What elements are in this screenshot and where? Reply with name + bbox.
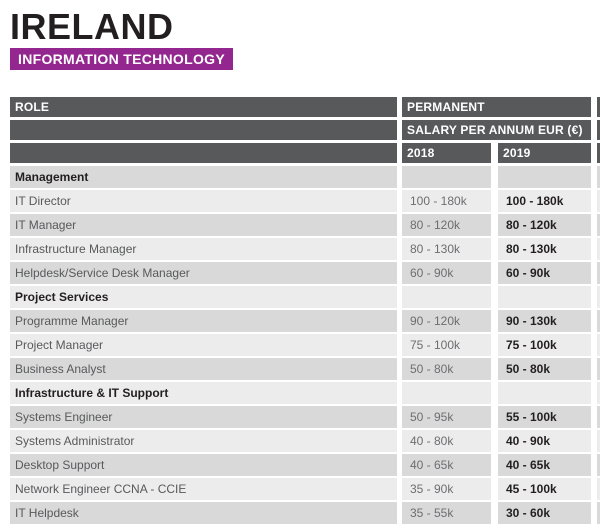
table-row: IT Helpdesk 35 - 55k 30 - 60k [10, 502, 600, 524]
role-cell: IT Director [10, 190, 397, 212]
salary-2019-cell [498, 382, 591, 404]
next-column-row-sliver [597, 382, 600, 404]
role-column-header: ROLE [10, 97, 397, 117]
salary-2019-cell: 50 - 80k [498, 358, 591, 380]
salary-2019-cell: 40 - 90k [498, 430, 591, 452]
salary-2019-cell: 45 - 100k [498, 478, 591, 500]
role-cell: Project Manager [10, 334, 397, 356]
next-column-row-sliver [597, 478, 600, 500]
next-column-row-sliver [597, 214, 600, 236]
role-cell: IT Manager [10, 214, 397, 236]
role-cell: Programme Manager [10, 310, 397, 332]
table-row: Programme Manager 90 - 120k 90 - 130k [10, 310, 600, 332]
salary-2018-cell: 60 - 90k [402, 262, 491, 284]
table-row: Business Analyst 50 - 80k 50 - 80k [10, 358, 600, 380]
next-column-row-sliver [597, 334, 600, 356]
table-header-row-group: ROLE PERMANENT [10, 97, 600, 117]
role-cell: Helpdesk/Service Desk Manager [10, 262, 397, 284]
next-column-row-sliver [597, 430, 600, 452]
table-row: Helpdesk/Service Desk Manager 60 - 90k 6… [10, 262, 600, 284]
salary-2019-cell: 90 - 130k [498, 310, 591, 332]
table-row: Infrastructure & IT Support [10, 382, 600, 404]
salary-2018-cell: 75 - 100k [402, 334, 491, 356]
table-row: Systems Administrator 40 - 80k 40 - 90k [10, 430, 600, 452]
salary-2019-cell: 80 - 120k [498, 214, 591, 236]
role-cell: Project Services [10, 286, 397, 308]
salary-2018-cell [402, 166, 491, 188]
next-column-row-sliver [597, 190, 600, 212]
next-column-header-sliver [597, 97, 600, 117]
salary-2018-cell: 50 - 80k [402, 358, 491, 380]
table-row: Project Manager 75 - 100k 75 - 100k [10, 334, 600, 356]
salary-2018-cell: 35 - 90k [402, 478, 491, 500]
next-column-header-sliver [597, 143, 600, 163]
role-cell: Business Analyst [10, 358, 397, 380]
sector-banner: INFORMATION TECHNOLOGY [10, 48, 233, 70]
table-row: Management [10, 166, 600, 188]
salary-2019-cell: 100 - 180k [498, 190, 591, 212]
next-column-row-sliver [597, 406, 600, 428]
table-row: Desktop Support 40 - 65k 40 - 65k [10, 454, 600, 476]
role-cell: Infrastructure Manager [10, 238, 397, 260]
salary-2019-cell: 75 - 100k [498, 334, 591, 356]
salary-2018-cell [402, 382, 491, 404]
table-row: Infrastructure Manager 80 - 130k 80 - 13… [10, 238, 600, 260]
role-column-header-spacer [10, 143, 397, 163]
salary-table: ROLE PERMANENT SALARY PER ANNUM EUR (€) … [10, 97, 600, 526]
table-row: IT Manager 80 - 120k 80 - 120k [10, 214, 600, 236]
salary-2019-cell: 40 - 65k [498, 454, 591, 476]
role-cell: Network Engineer CCNA - CCIE [10, 478, 397, 500]
table-header-row-years: 2018 2019 [10, 143, 600, 163]
next-column-row-sliver [597, 310, 600, 332]
next-column-row-sliver [597, 502, 600, 524]
next-column-row-sliver [597, 262, 600, 284]
salary-2019-cell: 30 - 60k [498, 502, 591, 524]
role-cell: IT Helpdesk [10, 502, 397, 524]
next-column-row-sliver [597, 166, 600, 188]
salary-2018-cell [402, 286, 491, 308]
role-column-header-spacer [10, 120, 397, 140]
permanent-column-header: PERMANENT [402, 97, 591, 117]
table-row: Systems Engineer 50 - 95k 55 - 100k [10, 406, 600, 428]
salary-2019-cell: 60 - 90k [498, 262, 591, 284]
table-row: IT Director 100 - 180k 100 - 180k [10, 190, 600, 212]
salary-2018-cell: 40 - 65k [402, 454, 491, 476]
role-cell: Management [10, 166, 397, 188]
salary-subtitle-header: SALARY PER ANNUM EUR (€) [402, 120, 591, 140]
table-header-row-subtitle: SALARY PER ANNUM EUR (€) [10, 120, 600, 140]
page-title: IRELAND [10, 6, 174, 47]
next-column-row-sliver [597, 286, 600, 308]
salary-2019-cell: 55 - 100k [498, 406, 591, 428]
next-column-row-sliver [597, 238, 600, 260]
salary-2018-cell: 90 - 120k [402, 310, 491, 332]
salary-2019-cell [498, 286, 591, 308]
next-column-row-sliver [597, 454, 600, 476]
salary-2018-cell: 80 - 120k [402, 214, 491, 236]
role-cell: Systems Engineer [10, 406, 397, 428]
salary-2018-cell: 40 - 80k [402, 430, 491, 452]
salary-2018-cell: 80 - 130k [402, 238, 491, 260]
table-row: Project Services [10, 286, 600, 308]
role-cell: Infrastructure & IT Support [10, 382, 397, 404]
salary-2018-cell: 50 - 95k [402, 406, 491, 428]
salary-2018-cell: 35 - 55k [402, 502, 491, 524]
year-2019-header: 2019 [498, 143, 591, 163]
salary-2018-cell: 100 - 180k [402, 190, 491, 212]
role-cell: Systems Administrator [10, 430, 397, 452]
next-column-row-sliver [597, 358, 600, 380]
table-row: Network Engineer CCNA - CCIE 35 - 90k 45… [10, 478, 600, 500]
salary-2019-cell: 80 - 130k [498, 238, 591, 260]
role-cell: Desktop Support [10, 454, 397, 476]
next-column-header-sliver [597, 120, 600, 140]
salary-2019-cell [498, 166, 591, 188]
year-2018-header: 2018 [402, 143, 491, 163]
table-body: Management IT Director 100 - 180k 100 - … [10, 166, 600, 524]
